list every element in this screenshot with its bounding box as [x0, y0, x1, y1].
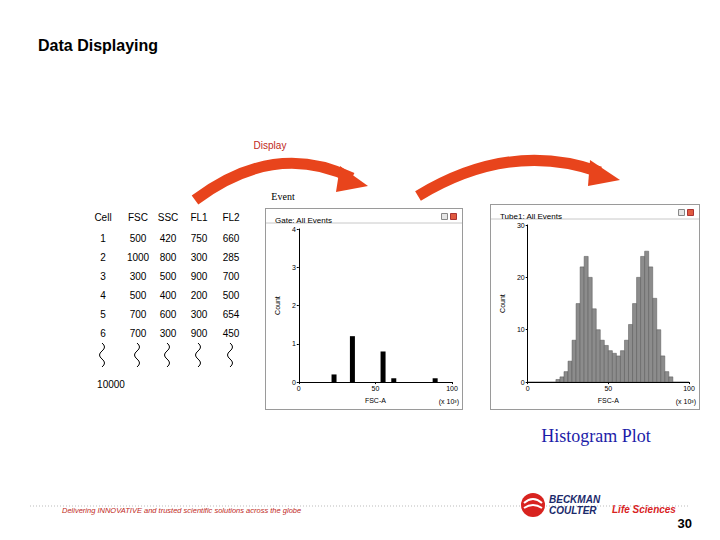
svg-text:420: 420: [160, 233, 177, 244]
svg-text:Gate: All Events: Gate: All Events: [275, 216, 332, 225]
svg-text:COULTER: COULTER: [549, 505, 597, 516]
svg-text:300: 300: [191, 252, 208, 263]
svg-text:FL1: FL1: [190, 212, 208, 223]
svg-text:Count: Count: [499, 294, 506, 313]
svg-text:2: 2: [292, 302, 296, 309]
svg-text:0: 0: [521, 379, 525, 386]
svg-text:Delivering INNOVATIVE and trus: Delivering INNOVATIVE and trusted scient…: [62, 506, 301, 515]
svg-text:30: 30: [517, 222, 525, 229]
svg-text:1000: 1000: [127, 252, 150, 263]
svg-text:200: 200: [191, 290, 208, 301]
svg-text:FSC: FSC: [128, 212, 148, 223]
svg-text:800: 800: [160, 252, 177, 263]
svg-text:Histogram Plot: Histogram Plot: [541, 426, 651, 446]
svg-text:1: 1: [100, 233, 106, 244]
svg-text:500: 500: [130, 290, 147, 301]
svg-text:660: 660: [223, 233, 240, 244]
svg-text:900: 900: [191, 328, 208, 339]
svg-text:600: 600: [160, 309, 177, 320]
svg-text:(x 10³): (x 10³): [676, 398, 696, 406]
svg-text:Life Sciences: Life Sciences: [612, 504, 676, 515]
svg-text:500: 500: [223, 290, 240, 301]
svg-text:1: 1: [292, 340, 296, 347]
svg-text:700: 700: [130, 328, 147, 339]
svg-text:50: 50: [604, 385, 612, 392]
svg-text:450: 450: [223, 328, 240, 339]
svg-text:285: 285: [223, 252, 240, 263]
svg-text:700: 700: [130, 309, 147, 320]
svg-text:Count: Count: [274, 296, 281, 315]
svg-text:100: 100: [446, 385, 458, 392]
svg-text:5: 5: [100, 309, 106, 320]
svg-text:Tube1: All Events: Tube1: All Events: [500, 212, 562, 221]
svg-text:300: 300: [160, 328, 177, 339]
svg-text:654: 654: [223, 309, 240, 320]
svg-text:Display: Display: [254, 140, 287, 151]
svg-text:10000: 10000: [97, 379, 125, 390]
svg-text:100: 100: [683, 385, 695, 392]
svg-text:300: 300: [191, 309, 208, 320]
svg-text:(x 10³): (x 10³): [439, 398, 459, 406]
svg-text:4: 4: [100, 290, 106, 301]
svg-text:50: 50: [371, 385, 379, 392]
svg-text:10: 10: [517, 326, 525, 333]
svg-text:750: 750: [191, 233, 208, 244]
svg-text:300: 300: [130, 271, 147, 282]
svg-text:900: 900: [191, 271, 208, 282]
svg-text:0: 0: [526, 385, 530, 392]
svg-text:30: 30: [678, 516, 692, 531]
svg-text:Cell: Cell: [94, 212, 111, 223]
svg-text:500: 500: [130, 233, 147, 244]
svg-text:Data Displaying: Data Displaying: [38, 37, 158, 54]
svg-text:3: 3: [292, 264, 296, 271]
svg-text:BECKMAN: BECKMAN: [549, 494, 601, 505]
svg-text:3: 3: [100, 271, 106, 282]
svg-text:FSC-A: FSC-A: [598, 397, 619, 404]
svg-text:20: 20: [517, 274, 525, 281]
svg-text:2: 2: [100, 252, 106, 263]
svg-text:FL2: FL2: [222, 212, 240, 223]
svg-text:Event: Event: [271, 191, 295, 202]
svg-text:0: 0: [292, 379, 296, 386]
svg-text:0: 0: [297, 385, 301, 392]
svg-text:SSC: SSC: [158, 212, 179, 223]
svg-text:700: 700: [223, 271, 240, 282]
svg-text:6: 6: [100, 328, 106, 339]
svg-text:FSC-A: FSC-A: [365, 397, 386, 404]
svg-text:500: 500: [160, 271, 177, 282]
svg-text:4: 4: [292, 226, 296, 233]
svg-text:400: 400: [160, 290, 177, 301]
